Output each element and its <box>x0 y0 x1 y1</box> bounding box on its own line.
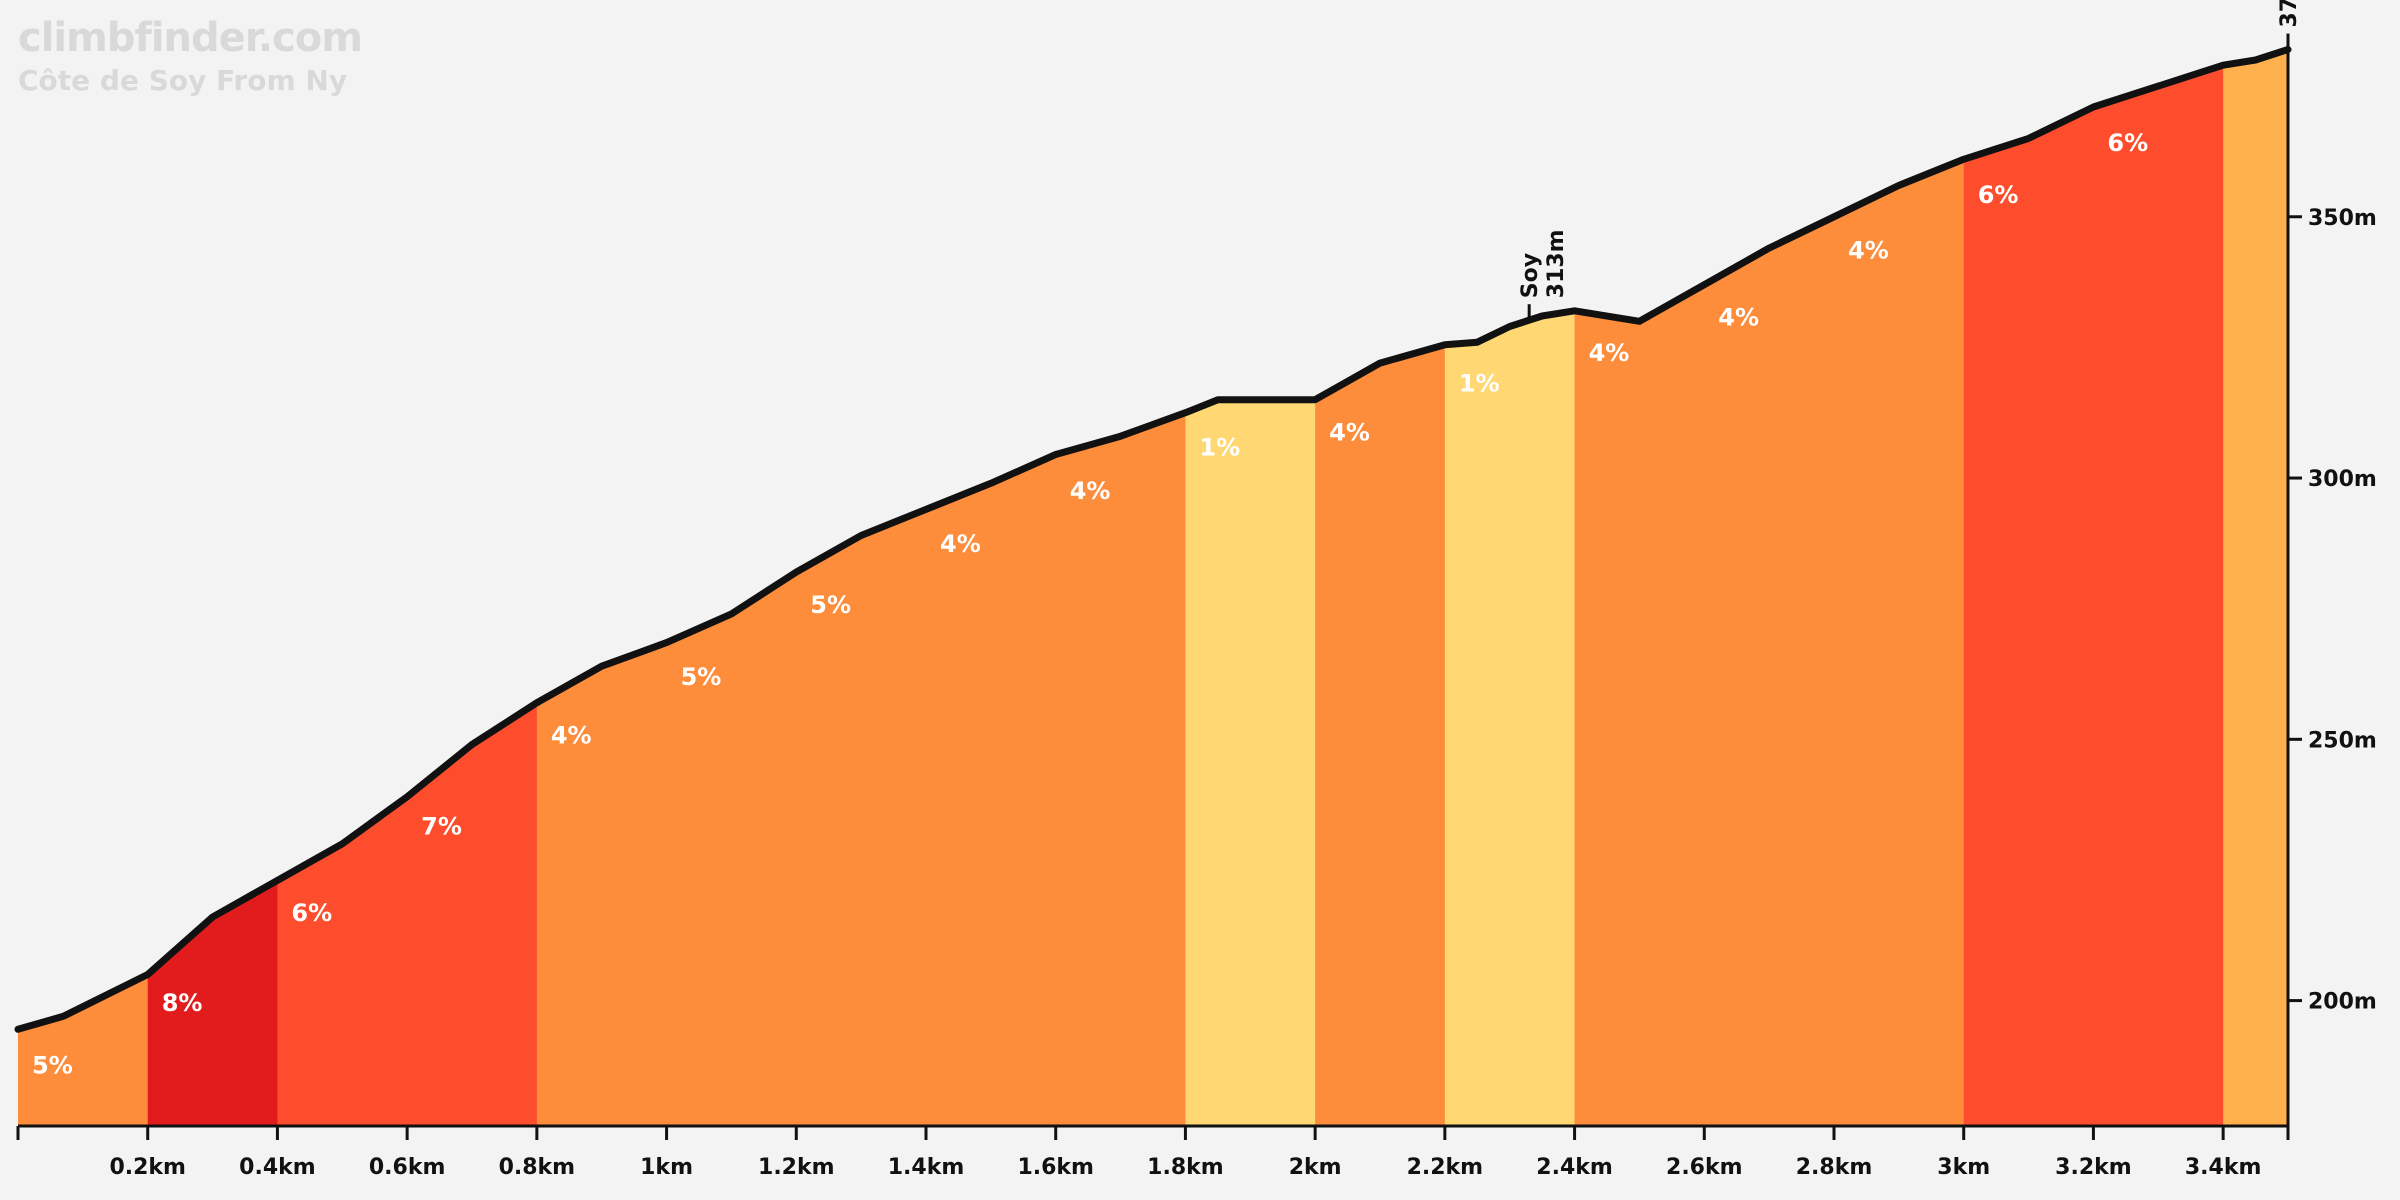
climb-name: Côte de Soy From Ny <box>18 64 348 97</box>
gradient-segment <box>18 49 149 1126</box>
gradient-segment <box>1834 49 1965 1126</box>
gradient-label: 1% <box>1459 370 1500 398</box>
site-logo-text[interactable]: climbfinder.com <box>18 15 363 61</box>
gradient-segment <box>1444 49 1576 1126</box>
gradient-label: 4% <box>1329 418 1370 446</box>
marker-place-label: Soy <box>1518 253 1543 298</box>
gradient-label: 1% <box>1199 433 1240 461</box>
y-tick-label: 200m <box>2308 990 2377 1015</box>
gradient-label: 5% <box>810 591 851 619</box>
x-tick-label: 2.8km <box>1796 1155 1873 1180</box>
y-tick-label: 300m <box>2308 467 2377 492</box>
gradient-segment <box>796 49 927 1126</box>
gradient-label: 4% <box>551 721 592 749</box>
x-tick-label: 0.2km <box>109 1155 186 1180</box>
summit-elevation-label: 370m <box>2277 0 2302 28</box>
gradient-segment <box>407 49 538 1126</box>
x-tick-label: 2.4km <box>1536 1155 1613 1180</box>
gradient-segment <box>536 49 668 1126</box>
gradient-label: 4% <box>940 530 981 558</box>
gradient-label: 7% <box>421 812 462 840</box>
gradient-segment <box>1963 49 2095 1126</box>
y-tick-label: 250m <box>2308 728 2377 753</box>
gradient-label: 4% <box>1070 477 1111 505</box>
x-tick-label: 1.4km <box>888 1155 965 1180</box>
brand-header: climbfinder.com Côte de Soy From Ny <box>18 15 363 97</box>
gradient-label: 4% <box>1589 339 1630 367</box>
gradient-segment <box>666 49 797 1126</box>
y-tick-label: 350m <box>2308 206 2377 231</box>
gradient-label: 5% <box>681 663 722 691</box>
gradient-segment <box>2223 49 2288 1126</box>
gradient-label: 6% <box>2107 129 2148 157</box>
x-tick-label: 3.4km <box>2185 1155 2262 1180</box>
x-tick-label: 1km <box>640 1155 693 1180</box>
elevation-profile-line <box>14 46 2292 1033</box>
x-tick-label: 3km <box>1937 1155 1990 1180</box>
x-tick-label: 0.4km <box>239 1155 316 1180</box>
x-axis: 0.2km 0.4km 0.6km 0.8km 1km 1.2km 1.4km 1.6km 1.… <box>16 1124 2290 1180</box>
gradient-label: 6% <box>1978 181 2019 209</box>
gradient-segments <box>18 49 2288 1126</box>
gradient-segment <box>2093 49 2224 1126</box>
gradient-segment <box>1574 49 1705 1126</box>
gradient-labels: 5% 8% 6% 7% 4% 5% 5% 4% 4% 1% 4% 1% 4% 4% 4% 6% 6% <box>32 129 2148 1080</box>
gradient-segment <box>1315 49 1446 1126</box>
gradient-segment <box>1185 49 1316 1126</box>
x-tick-label: 1.6km <box>1017 1155 1094 1180</box>
gradient-segment <box>926 49 1057 1126</box>
gradient-segment <box>1704 49 1835 1126</box>
marker-elevation-label: 313m <box>1544 229 1569 298</box>
x-tick-label: 2km <box>1289 1155 1342 1180</box>
x-tick-label: 3.2km <box>2055 1155 2132 1180</box>
gradient-label: 8% <box>162 989 203 1017</box>
x-tick-label: 0.8km <box>499 1155 576 1180</box>
x-tick-label: 2.6km <box>1666 1155 1743 1180</box>
gradient-label: 4% <box>1848 236 1889 264</box>
x-tick-label: 2.2km <box>1407 1155 1484 1180</box>
x-tick-label: 1.2km <box>758 1155 835 1180</box>
gradient-segment <box>277 49 408 1126</box>
y-axis: 200m 250m 300m 350m <box>2286 49 2377 1126</box>
x-tick-label: 0.6km <box>369 1155 446 1180</box>
gradient-label: 5% <box>32 1052 73 1080</box>
gradient-segment <box>1055 49 1187 1126</box>
x-tick-label: 1.8km <box>1147 1155 1224 1180</box>
gradient-label: 4% <box>1718 303 1759 331</box>
gradient-label: 6% <box>291 899 332 927</box>
